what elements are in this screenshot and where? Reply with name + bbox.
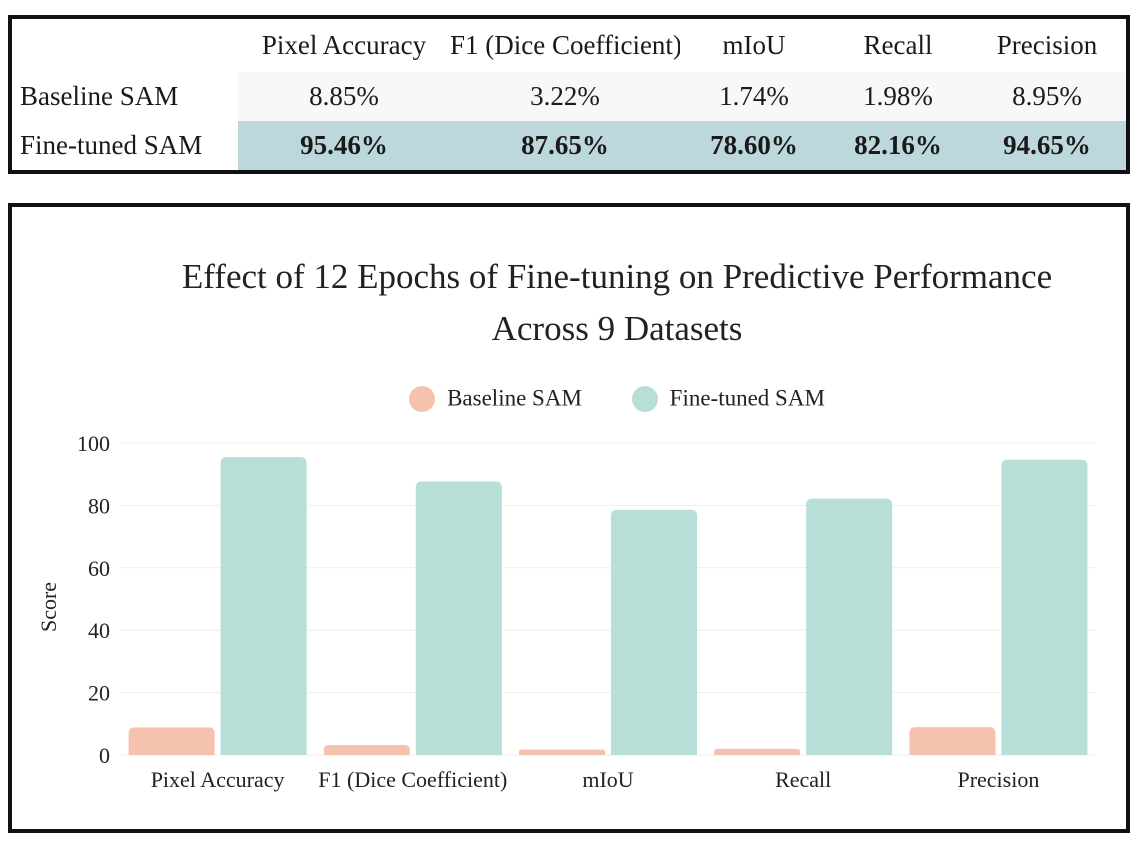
bar-fine-tuned-sam-f1-dice-coefficient: [415, 481, 502, 755]
legend-swatch-finetuned: [631, 385, 658, 412]
cell-baseline-f1: 3.22%: [450, 72, 680, 121]
y-tick-label-80: 80: [88, 493, 110, 518]
legend-swatch-baseline: [409, 385, 436, 412]
chart-title-line-1: Effect of 12 Epochs of Fine-tuning on Pr…: [181, 257, 1053, 296]
chart-title: Effect of 12 Epochs of Fine-tuning on Pr…: [12, 251, 1140, 355]
table-header-row: Pixel Accuracy F1 (Dice Coefficient) mIo…: [12, 19, 1126, 72]
chart-title-line-2: Across 9 Datasets: [491, 309, 743, 348]
x-tick-label-miou: mIoU: [582, 767, 633, 792]
y-tick-label-100: 100: [77, 431, 110, 456]
cell-baseline-miou: 1.74%: [680, 72, 828, 121]
cell-baseline-precision: 8.95%: [968, 72, 1126, 121]
row-label-baseline: Baseline SAM: [20, 81, 179, 111]
cell-baseline-pixel-accuracy: 8.85%: [238, 72, 450, 121]
bar-baseline-sam-pixel-accuracy: [128, 727, 215, 755]
y-tick-label-0: 0: [99, 743, 110, 768]
row-label-finetuned: Fine-tuned SAM: [20, 130, 203, 160]
chart-frame: Effect of 12 Epochs of Fine-tuning on Pr…: [8, 203, 1130, 833]
header-cell-pixel-accuracy: Pixel Accuracy: [261, 30, 427, 60]
x-tick-label-f1-dice-coefficient: F1 (Dice Coefficient): [318, 767, 507, 792]
legend-item-baseline[interactable]: Baseline SAM: [409, 384, 582, 412]
y-tick-label-40: 40: [88, 618, 110, 643]
bar-chart: 0 20 40 60 80 100 Score Pixel Accuracy F1 (Dice …: [36, 431, 1096, 792]
header-cell-miou: mIoU: [722, 30, 786, 60]
table-row-finetuned: Fine-tuned SAM 95.46% 87.65% 78.60% 82.1…: [12, 121, 1126, 170]
bar-fine-tuned-sam-recall: [806, 498, 893, 755]
cell-finetuned-precision: 94.65%: [968, 121, 1126, 170]
y-tick-label-60: 60: [88, 556, 110, 581]
x-tick-label-pixel-accuracy: Pixel Accuracy: [151, 767, 285, 792]
bar-fine-tuned-sam-precision: [1001, 459, 1088, 755]
header-cell-empty: [12, 19, 238, 72]
bar-baseline-sam-recall: [714, 748, 801, 755]
legend-item-finetuned[interactable]: Fine-tuned SAM: [631, 384, 825, 412]
legend-label-finetuned: Fine-tuned SAM: [669, 385, 825, 411]
chart-legend: Baseline SAM Fine-tuned SAM: [12, 383, 1140, 412]
x-tick-label-precision: Precision: [957, 767, 1039, 792]
bar-fine-tuned-sam-miou: [611, 509, 697, 755]
cell-finetuned-f1: 87.65%: [450, 121, 680, 170]
y-axis-title: Score: [36, 582, 61, 632]
bar-baseline-sam-f1-dice-coefficient: [323, 744, 410, 755]
cell-finetuned-recall: 82.16%: [828, 121, 968, 170]
results-table: Pixel Accuracy F1 (Dice Coefficient) mIo…: [12, 19, 1126, 170]
legend-label-baseline: Baseline SAM: [447, 385, 582, 411]
cell-baseline-recall: 1.98%: [828, 72, 968, 121]
y-tick-label-20: 20: [88, 681, 110, 706]
bar-baseline-sam-miou: [519, 749, 605, 755]
results-table-frame: Pixel Accuracy F1 (Dice Coefficient) mIo…: [8, 15, 1130, 174]
header-cell-f1: F1 (Dice Coefficient): [450, 30, 680, 60]
cell-finetuned-miou: 78.60%: [680, 121, 828, 170]
table-row-baseline: Baseline SAM 8.85% 3.22% 1.74% 1.98% 8.9…: [12, 72, 1126, 121]
bar-fine-tuned-sam-pixel-accuracy: [220, 457, 307, 755]
header-cell-precision: Precision: [996, 30, 1098, 60]
header-cell-recall: Recall: [863, 30, 933, 60]
bar-baseline-sam-precision: [909, 727, 996, 755]
cell-finetuned-pixel-accuracy: 95.46%: [238, 121, 450, 170]
x-tick-label-recall: Recall: [775, 767, 831, 792]
